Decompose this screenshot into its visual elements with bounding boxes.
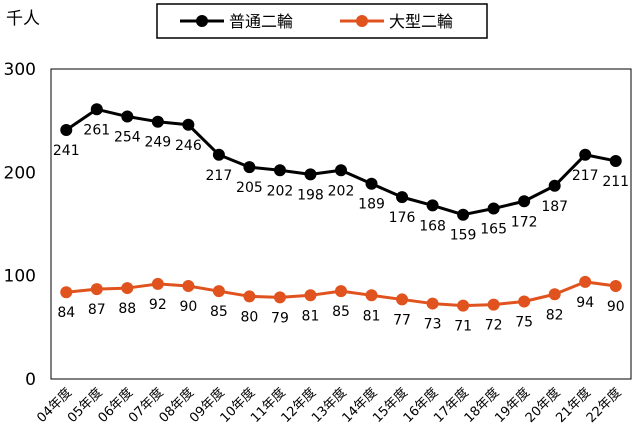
data-label: 79 [271, 310, 289, 326]
legend: 普通二輪 大型二輪 [156, 3, 488, 39]
data-label: 249 [144, 135, 171, 151]
data-point [121, 110, 134, 123]
data-point [518, 195, 531, 208]
data-point [121, 282, 134, 295]
y-tick-label: 0 [25, 370, 36, 390]
data-point [518, 295, 531, 308]
data-label: 71 [454, 319, 472, 335]
data-label: 87 [88, 302, 106, 318]
data-point [151, 115, 164, 128]
data-label: 254 [114, 130, 141, 146]
series-layer [60, 103, 622, 312]
data-point [335, 164, 347, 177]
y-tick-label: 100 [4, 267, 36, 287]
data-point [304, 168, 317, 181]
data-point [335, 285, 347, 298]
data-point [273, 291, 286, 304]
data-point [579, 275, 592, 288]
data-label: 159 [450, 228, 477, 244]
data-point [90, 103, 103, 116]
data-point [182, 280, 195, 292]
data-label: 246 [175, 138, 202, 154]
data-point [365, 177, 378, 190]
data-label: 217 [572, 168, 599, 184]
data-point [304, 289, 317, 302]
data-point [212, 148, 225, 161]
data-label: 72 [485, 318, 503, 334]
legend-label-1: 普通二輪 [229, 12, 293, 31]
data-point [182, 118, 195, 131]
data-label: 261 [83, 122, 110, 138]
data-point [548, 288, 561, 301]
data-point [457, 299, 470, 312]
x-tick-label: 22年度 [583, 385, 624, 426]
data-label: 172 [511, 214, 538, 230]
data-label: 202 [328, 183, 355, 199]
data-label: 85 [210, 304, 228, 320]
data-label: 168 [419, 218, 446, 234]
data-label: 94 [576, 295, 594, 311]
data-point [243, 290, 256, 303]
data-label: 81 [302, 308, 320, 324]
x-axis-ticks: 04年度05年度06年度07年度08年度09年度10年度11年度12年度13年度… [34, 385, 625, 426]
data-point [487, 202, 500, 215]
data-point [396, 293, 409, 306]
data-label: 81 [363, 308, 381, 324]
y-tick-label: 200 [4, 163, 36, 183]
data-point [609, 154, 622, 167]
data-point [396, 191, 409, 204]
data-point [212, 285, 225, 298]
data-label: 92 [149, 297, 167, 313]
data-point [60, 286, 73, 299]
data-point [457, 208, 470, 221]
data-label: 82 [546, 307, 564, 323]
data-label: 187 [541, 199, 568, 215]
data-point [60, 123, 73, 136]
data-label: 77 [393, 312, 411, 328]
data-label: 198 [297, 187, 324, 203]
legend-marker-2 [356, 15, 368, 27]
data-label: 176 [389, 210, 416, 226]
data-label: 241 [53, 143, 80, 159]
legend-label-2: 大型二輪 [389, 12, 453, 31]
data-point [426, 297, 439, 310]
data-point [487, 298, 500, 311]
data-label: 90 [607, 299, 625, 315]
data-point [273, 164, 286, 177]
data-label: 80 [241, 309, 259, 325]
data-label: 165 [480, 222, 507, 238]
plot-area [50, 68, 632, 380]
data-label: 85 [332, 304, 350, 320]
data-label: 217 [206, 168, 233, 184]
data-point [90, 283, 103, 296]
data-point [426, 199, 439, 212]
data-point [548, 179, 561, 192]
y-unit-label: 千人 [6, 9, 40, 29]
legend-marker-1 [196, 15, 208, 27]
data-label: 73 [424, 317, 442, 333]
data-point [151, 277, 164, 290]
data-label: 88 [118, 301, 136, 317]
data-label: 205 [236, 180, 263, 196]
y-axis-ticks: 0 100 200 300 [4, 60, 36, 390]
data-point [365, 289, 378, 302]
data-label: 75 [515, 315, 533, 331]
data-point [609, 280, 622, 292]
data-label: 202 [267, 183, 294, 199]
data-label: 84 [57, 305, 75, 321]
data-point [243, 161, 256, 174]
data-label: 189 [358, 197, 385, 213]
data-label: 211 [602, 174, 629, 190]
y-tick-label: 300 [4, 60, 36, 80]
data-point [579, 148, 592, 161]
data-label: 90 [179, 299, 197, 315]
